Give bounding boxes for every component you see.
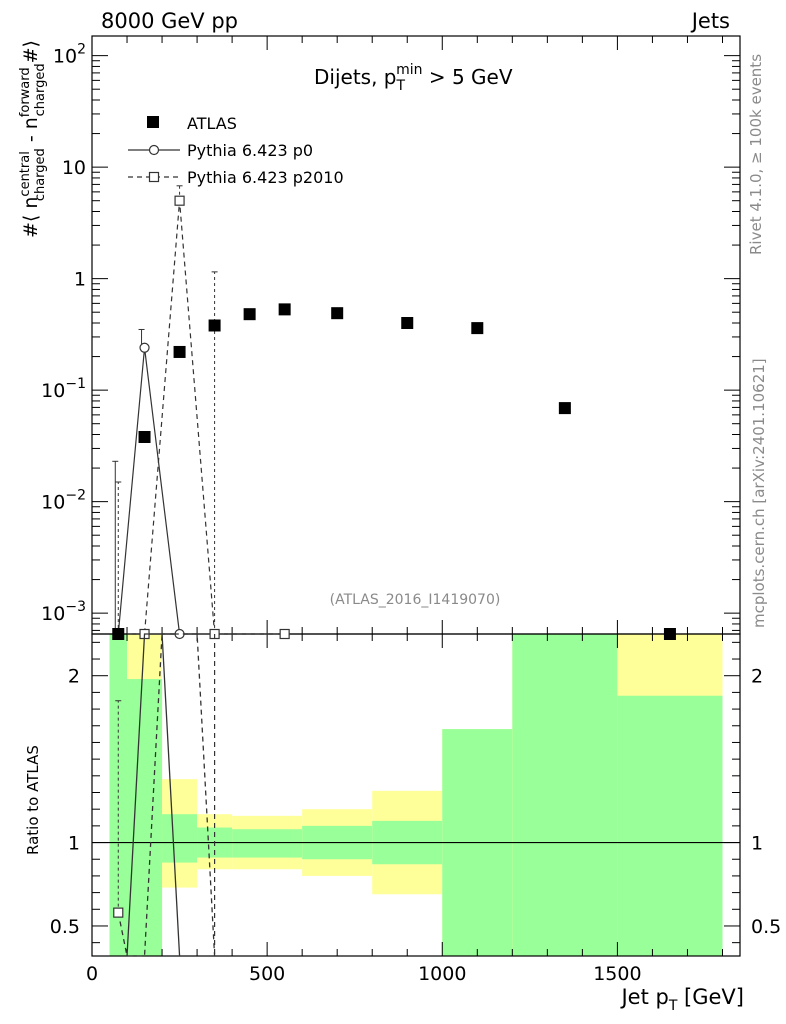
plot-title: Dijets, pTmin > 5 GeV xyxy=(314,62,513,94)
atlas-point xyxy=(558,402,571,415)
atlas-point xyxy=(471,322,484,335)
axis-tick-labels: 0 500 1000 1500 10−3 10−2 10−1 1 10 102 0.5 0.5 1 1 2 2 xyxy=(41,42,781,985)
atlas-point xyxy=(112,628,125,640)
main-series-group xyxy=(112,185,676,640)
ratio-panel-frame xyxy=(91,633,741,957)
legend-atlas-label: ATLAS xyxy=(187,114,237,133)
series-line-p2010 xyxy=(118,200,285,635)
y-tick-label-main: 10−1 xyxy=(41,376,86,402)
atlas-point xyxy=(331,307,344,320)
p0-point xyxy=(139,342,150,353)
series-line-p0 xyxy=(117,347,215,635)
y-tick-label-main: 1 xyxy=(74,269,86,291)
legend-p2010-marker xyxy=(148,171,160,183)
legend: ATLAS Pythia 6.423 p0 Pythia 6.423 p2010 xyxy=(128,114,344,187)
y-tick-label-ratio-right: 1 xyxy=(751,833,763,855)
p2010-point xyxy=(279,628,290,640)
x-tick-label: 1000 xyxy=(418,963,466,985)
atlas-point xyxy=(278,303,291,316)
atlas-point xyxy=(173,345,186,358)
x-tick-label: 500 xyxy=(249,963,285,985)
y-tick-label-ratio-right: 0.5 xyxy=(751,916,781,938)
y-tick-label-main: 10−3 xyxy=(41,599,86,625)
x-axis-label: Jet pT [GeV] xyxy=(619,985,744,1014)
ratio-series-group xyxy=(113,633,216,957)
y-tick-label-ratio: 0.5 xyxy=(50,916,80,938)
atlas-point xyxy=(663,628,676,640)
header-right-label: Jets xyxy=(690,9,730,33)
ratio-band-inner-4 xyxy=(232,829,303,858)
ratio-band-inner-1 xyxy=(127,679,163,956)
p2010-point xyxy=(174,195,185,206)
atlas-point xyxy=(208,319,221,332)
header-left-label: 8000 GeV pp xyxy=(101,9,238,33)
ratio-band-inner-8 xyxy=(512,634,618,956)
y-tick-label-main: 10−2 xyxy=(41,488,86,514)
atlas-point xyxy=(401,317,414,330)
legend-atlas-marker xyxy=(147,116,159,128)
legend-p2010-label: Pythia 6.423 p2010 xyxy=(187,168,344,187)
ratio-band-inner-9 xyxy=(617,695,723,956)
y-tick-label-ratio: 1 xyxy=(68,833,80,855)
mcplots-reference-label: mcplots.cern.ch [arXiv:2401.10621] xyxy=(750,358,768,628)
x-tick-label: 1500 xyxy=(593,963,641,985)
ratio-uncertainty-bands xyxy=(109,634,723,956)
ratio-p2010-point xyxy=(113,907,124,918)
legend-p0-marker xyxy=(148,144,160,156)
ratio-y-axis-label: Ratio to ATLAS xyxy=(24,745,42,855)
ratio-band-inner-0 xyxy=(109,634,128,956)
rivet-version-label: Rivet 4.1.0, ≥ 100k events xyxy=(747,54,765,255)
atlas-point xyxy=(243,308,256,321)
legend-p0-label: Pythia 6.423 p0 xyxy=(187,141,313,160)
y-axis-label: #⟨ ncentralcharged - nforwardcharged#⟩ xyxy=(18,40,48,238)
ratio-band-inner-2 xyxy=(162,814,198,863)
y-tick-label-main: 102 xyxy=(53,42,86,68)
y-tick-label-ratio-right: 2 xyxy=(751,666,763,688)
y-tick-label-ratio: 2 xyxy=(68,666,80,688)
y-tick-label-main: 10 xyxy=(62,157,86,179)
atlas-point xyxy=(138,430,151,443)
ratio-line-p0 xyxy=(126,633,181,957)
analysis-label: (ATLAS_2016_I1419070) xyxy=(330,592,501,608)
x-tick-label: 0 xyxy=(86,963,98,985)
axis-ticks xyxy=(91,36,740,956)
